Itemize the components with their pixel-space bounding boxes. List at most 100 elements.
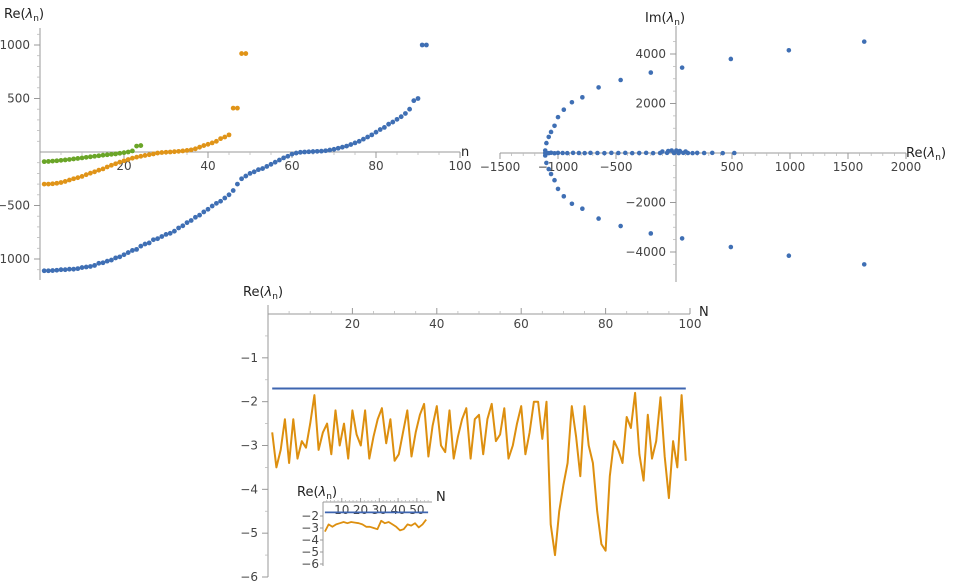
tl-point: [235, 181, 240, 187]
tl-point: [218, 198, 224, 204]
tl-point: [121, 252, 127, 258]
tl-point: [272, 159, 278, 165]
tl-point: [138, 143, 144, 148]
tl-point: [415, 96, 421, 101]
tr-point: [694, 150, 700, 156]
tl-point: [159, 234, 165, 239]
tr-point: [683, 149, 688, 154]
tr-point: [622, 150, 628, 156]
tl-point: [109, 162, 114, 168]
tr-point: [561, 107, 567, 112]
tl-point: [100, 260, 106, 266]
tl-point: [138, 153, 144, 159]
tl-point: [176, 148, 182, 154]
tl-xlabel: n: [461, 145, 469, 160]
tl-point: [331, 146, 337, 152]
tl-point: [79, 173, 85, 179]
in-x-tick-label: 40: [390, 503, 405, 517]
tr-point: [595, 150, 600, 156]
tl-point: [62, 267, 68, 273]
tl-point: [243, 51, 249, 56]
tr-point: [602, 150, 607, 156]
tl-point: [71, 156, 76, 162]
tr-point: [616, 150, 621, 156]
tr-point: [570, 150, 576, 156]
tl-point: [369, 132, 375, 138]
tl-x-tick-label: 60: [284, 159, 299, 173]
tl-y-tick-label: −1000: [0, 252, 30, 266]
tl-point: [352, 140, 358, 146]
b-y-tick-label: −4: [240, 482, 258, 496]
in-series-line: [324, 519, 427, 533]
tr-point: [786, 253, 792, 259]
in-xlabel: N: [436, 490, 446, 505]
panel-top-right: Im(λn) Re(λn) −1500 −1000 −500 500 1000 1500 2…: [480, 11, 946, 282]
tl-point: [71, 176, 76, 182]
tl-point: [348, 142, 354, 147]
tr-point: [679, 65, 685, 70]
tr-point: [636, 150, 642, 156]
tl-point: [281, 155, 286, 161]
tl-point: [302, 149, 307, 155]
in-x-tick-label: 10: [334, 503, 349, 517]
tr-x-tick-label: −1500: [480, 160, 521, 174]
tr-point: [548, 129, 554, 135]
tl-point: [268, 161, 274, 167]
tr-point: [643, 150, 649, 156]
tl-point: [180, 223, 186, 229]
tl-point: [411, 98, 417, 104]
tl-points: [41, 42, 429, 274]
tl-point: [83, 154, 89, 160]
tl-point: [104, 152, 110, 158]
tl-point: [117, 254, 123, 260]
tl-point: [96, 153, 102, 159]
tl-point: [67, 157, 72, 162]
b-x-tick-label: 80: [598, 317, 613, 331]
tl-point: [134, 143, 140, 149]
tl-point: [180, 148, 186, 154]
tr-point: [548, 171, 554, 177]
tl-point: [172, 149, 177, 155]
tl-point: [394, 116, 400, 122]
tl-point: [146, 240, 152, 246]
tl-x-tick-label: 100: [449, 159, 472, 173]
tl-point: [125, 250, 131, 255]
tl-y-tick-label: −500: [0, 199, 30, 213]
tr-points: [542, 39, 867, 267]
tl-point: [390, 119, 396, 125]
in-y-tick-label: −3: [301, 521, 319, 535]
tr-y-tick-label: 4000: [635, 47, 666, 61]
tl-point: [138, 243, 144, 249]
tr-point: [709, 150, 715, 156]
tl-point: [251, 169, 257, 175]
in-x-tick-label: 50: [409, 503, 424, 517]
tl-point: [151, 151, 156, 157]
tl-point: [130, 148, 135, 154]
tl-point: [130, 155, 135, 161]
tl-point: [146, 152, 152, 158]
tr-y-tick-label: 2000: [635, 97, 666, 111]
tl-point: [121, 150, 127, 156]
tr-y-tick-label: −4000: [625, 245, 666, 259]
tl-point: [230, 188, 236, 193]
tl-point: [109, 257, 114, 263]
tl-point: [92, 153, 97, 159]
tr-point: [555, 186, 561, 192]
tr-point: [569, 99, 575, 105]
tl-point: [142, 153, 148, 158]
tr-point: [669, 148, 674, 153]
tl-point: [88, 264, 93, 269]
tr-point: [861, 262, 867, 267]
tl-point: [373, 129, 379, 135]
tl-point: [386, 121, 391, 127]
tr-point: [648, 231, 654, 236]
tr-x-tick-label: −500: [600, 160, 633, 174]
b-ticks: 20 40 60 80 100−1−2−3−4−5−6: [240, 308, 701, 582]
tl-point: [226, 192, 232, 198]
tl-point: [197, 212, 203, 218]
tr-point: [732, 150, 737, 156]
tl-point: [201, 209, 207, 215]
tl-y-tick-label: 500: [7, 92, 30, 106]
tr-point: [609, 150, 614, 156]
